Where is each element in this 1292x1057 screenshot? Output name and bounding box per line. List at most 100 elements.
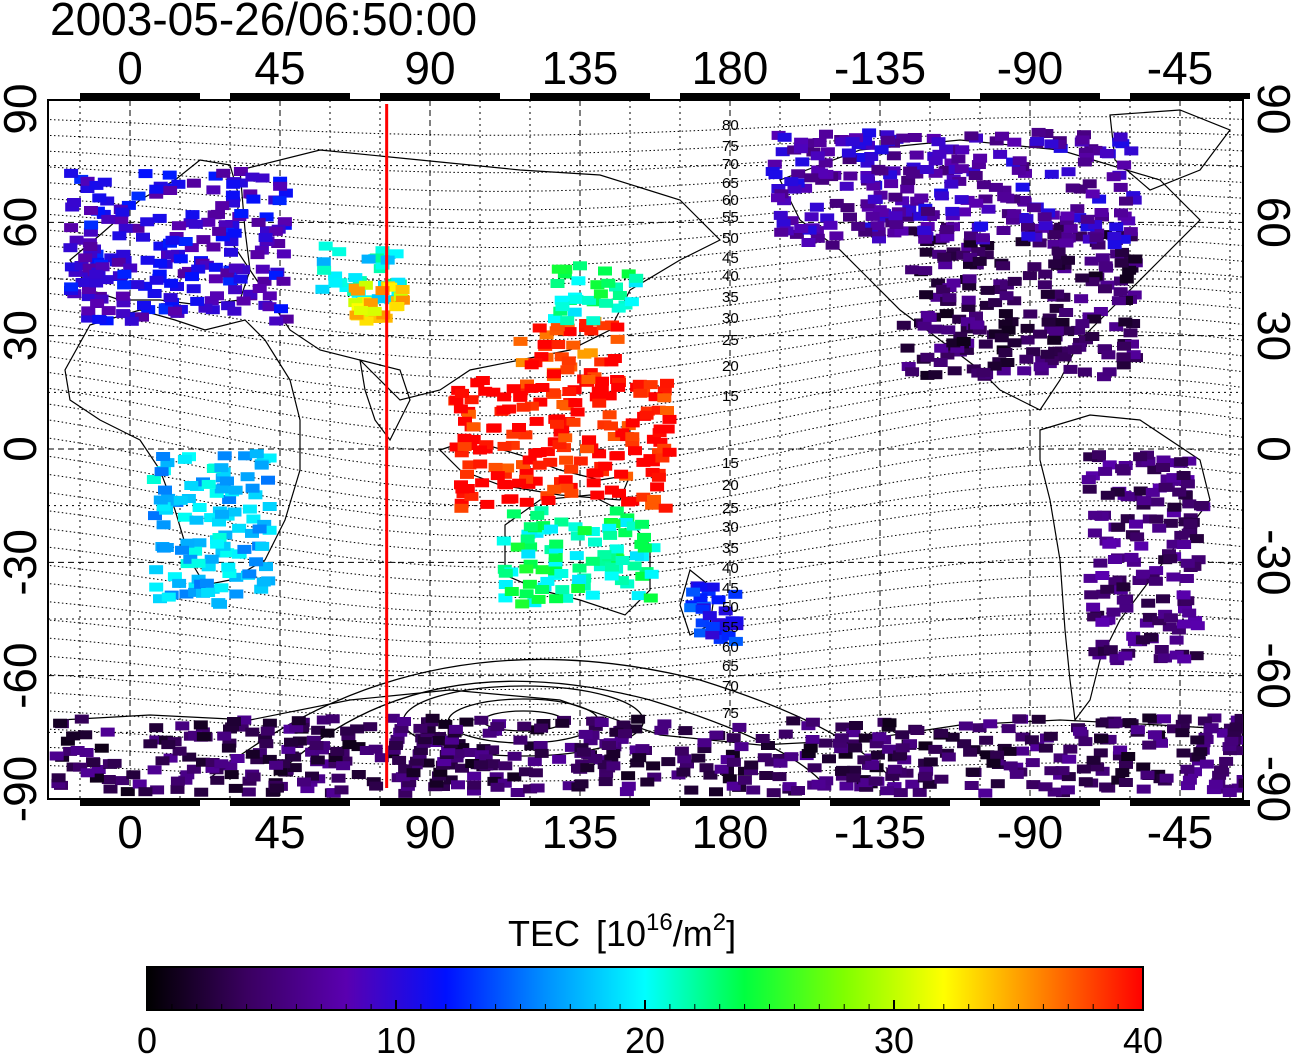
tec-cell [473,760,488,770]
tec-cell [893,788,908,798]
tec-cell [114,215,129,225]
tec-cell [1119,296,1133,305]
tec-cell [835,771,850,781]
tec-cell [791,786,805,795]
tec-cell [726,733,741,743]
tec-cell [413,746,428,755]
tec-cell [341,732,356,742]
tec-cell [466,422,481,432]
tec-cell [186,284,201,294]
tec-cell [241,787,256,797]
tec-cell [212,517,226,527]
tec-cell [596,321,611,331]
tec-cell [814,168,828,178]
tec-cell [363,298,378,308]
tec-cell [990,750,1005,760]
tec-cell [614,469,629,479]
tec-cell [1116,360,1131,370]
tec-cell [993,149,1008,159]
tec-cell [880,135,895,145]
tec-cell [1110,487,1125,497]
tec-cell [693,593,708,603]
tec-cell [1000,358,1015,367]
tec-cell [1089,233,1104,243]
tec-cell [620,513,635,523]
tec-cell [101,214,116,224]
tec-cell [555,718,570,728]
tec-cell [467,771,482,781]
tec-cell [212,533,227,542]
tec-cell [964,231,978,241]
tec-cell [564,464,579,474]
tec-cell [554,569,569,578]
tec-cell [602,391,617,401]
tec-cell [621,269,636,279]
tec-cell [895,743,910,753]
tec-cell [635,571,650,581]
tec-cell [834,744,849,754]
tec-cell [1086,755,1101,765]
tec-cell [1118,778,1133,787]
tec-cell [950,343,965,353]
tec-cell [524,383,539,393]
tec-cell [987,361,1002,371]
tec-cell [490,471,505,481]
tec-cell [544,524,558,534]
tec-cell [1182,499,1197,509]
tec-cell [1180,596,1195,606]
tec-cell [1026,347,1041,357]
tec-cell [941,325,956,335]
tec-cell [907,133,922,142]
tec-cell [522,455,537,465]
tec-cell [789,229,804,239]
tec-cell [919,766,934,776]
tec-cell [577,349,592,359]
tec-cell [866,181,881,191]
x-tick-label-top: 135 [542,42,619,94]
tec-cell [175,545,189,555]
tec-cell [860,174,875,184]
tec-cell [976,180,991,190]
tec-cell [473,459,488,469]
tec-cell [193,720,208,730]
tec-cell [548,314,562,324]
tec-cell [330,746,345,756]
y-tick-label: -30 [0,529,46,595]
tec-cell [936,284,951,294]
tec-cell [363,722,378,732]
tec-cell [1102,734,1117,744]
tec-cell [841,148,856,158]
tec-cell [1147,730,1162,740]
tec-cell [1073,184,1088,194]
tec-cell [1126,557,1141,567]
tec-cell [651,405,666,415]
contour-line [48,162,1243,192]
tec-cell [964,781,979,790]
tec-cell [804,212,819,222]
tec-cell [1082,484,1097,494]
tec-cell [368,744,383,754]
tec-cell [825,240,840,250]
tec-cell [647,494,661,504]
tec-cell [996,261,1011,271]
tec-cell [1158,653,1172,663]
tec-cell [1007,338,1022,348]
tec-cell [636,457,651,467]
tec-cell [221,562,236,572]
tec-cell [279,314,294,324]
tec-cell [917,225,932,235]
tec-cell [978,788,993,798]
tec-cell [260,226,274,236]
tec-cell [227,717,241,726]
tec-cell [1078,777,1093,787]
tec-cell [553,306,568,316]
tec-cell [84,206,98,215]
tec-cell [1124,146,1139,156]
tec-cell [1152,616,1167,626]
tec-cell [588,754,603,763]
tec-cell [1158,482,1173,492]
tec-cell [210,539,225,549]
tec-cell [158,485,172,495]
tec-cell [1097,372,1111,382]
